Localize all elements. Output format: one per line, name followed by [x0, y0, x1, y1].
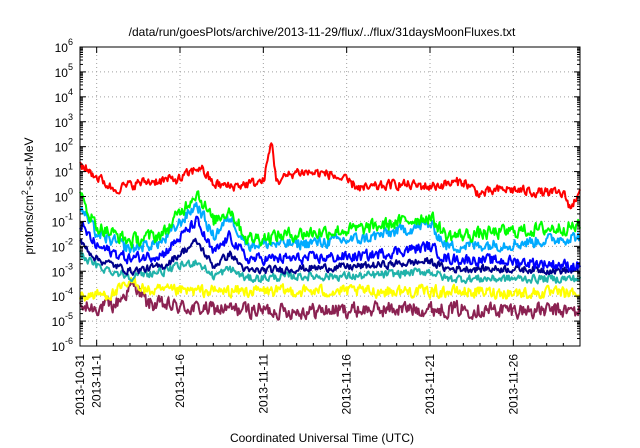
y-tick-exponent: 6 — [68, 37, 73, 47]
y-tick-base: 10 — [52, 240, 66, 254]
y-tick-exponent: -6 — [65, 336, 73, 346]
y-tick-label: 103 — [55, 112, 73, 130]
y-tick-label: 101 — [55, 162, 73, 180]
y-tick-base: 10 — [52, 340, 66, 354]
x-tick-label: 2013-11-21 — [423, 354, 437, 415]
y-axis-label: protons/cm2-s-sr-MeV — [20, 137, 36, 254]
series-layer — [79, 142, 581, 321]
series-line-skyblue — [79, 201, 581, 254]
y-tick-base: 10 — [55, 141, 69, 155]
y-tick-base: 10 — [52, 315, 66, 329]
y-tick-label: 102 — [55, 137, 73, 155]
x-tick-label: 2013-11-16 — [340, 354, 354, 415]
chart-title: /data/run/goesPlots/archive/2013-11-29/f… — [129, 25, 516, 39]
series-line-teal — [79, 250, 581, 285]
y-tick-exponent: 4 — [68, 87, 73, 97]
series-line-yellow — [79, 276, 581, 302]
y-tick-exponent: -1 — [65, 211, 73, 221]
y-tick-label: 10-3 — [52, 261, 73, 279]
y-tick-label: 10-4 — [52, 286, 73, 304]
y-tick-base: 10 — [55, 66, 69, 80]
y-tick-exponent: 0 — [68, 187, 73, 197]
series-line-maroon — [79, 278, 581, 321]
y-tick-base: 10 — [55, 191, 69, 205]
x-tick-label: 2013-11-26 — [506, 354, 520, 415]
y-axis-label-main: protons/cm — [22, 195, 36, 254]
y-tick-label: 100 — [55, 187, 73, 205]
y-axis-label-tail: -s-sr-MeV — [22, 137, 36, 190]
y-tick-base: 10 — [55, 91, 69, 105]
y-tick-exponent: -5 — [65, 311, 73, 321]
y-axis-label-sup: 2 — [20, 190, 30, 195]
y-tick-label: 104 — [55, 87, 73, 105]
x-tick-label: 2013-11-1 — [90, 354, 104, 408]
series-line-navy — [79, 237, 581, 276]
y-tick-label: 10-6 — [52, 336, 73, 354]
y-tick-base: 10 — [52, 215, 66, 229]
y-tick-label: 10-2 — [52, 236, 73, 254]
y-tick-exponent: -2 — [65, 236, 73, 246]
y-tick-exponent: 1 — [68, 162, 73, 172]
x-tick-label: 2013-11-11 — [256, 354, 270, 414]
y-tick-exponent: 5 — [68, 62, 73, 72]
y-tick-base: 10 — [55, 166, 69, 180]
series-line-blue — [79, 215, 581, 272]
y-tick-label: 106 — [55, 37, 73, 55]
y-tick-base: 10 — [55, 116, 69, 130]
y-tick-base: 10 — [52, 265, 66, 279]
y-tick-exponent: 3 — [68, 112, 73, 122]
y-tick-exponent: -3 — [65, 261, 73, 271]
y-tick-label: 105 — [55, 62, 73, 80]
x-tick-label: 2013-10-31 — [73, 354, 87, 416]
y-tick-label: 10-1 — [52, 211, 73, 229]
axes: 10-610-510-410-310-210-11001011021031041… — [52, 37, 581, 416]
y-tick-base: 10 — [52, 290, 66, 304]
series-line-red — [79, 142, 581, 210]
y-tick-exponent: -4 — [65, 286, 73, 296]
y-tick-exponent: 2 — [68, 137, 73, 147]
x-tick-label: 2013-11-6 — [173, 354, 187, 408]
series-line-green — [79, 190, 581, 249]
y-tick-label: 10-5 — [52, 311, 73, 329]
x-axis-label: Coordinated Universal Time (UTC) — [230, 431, 414, 445]
y-tick-base: 10 — [55, 41, 69, 55]
